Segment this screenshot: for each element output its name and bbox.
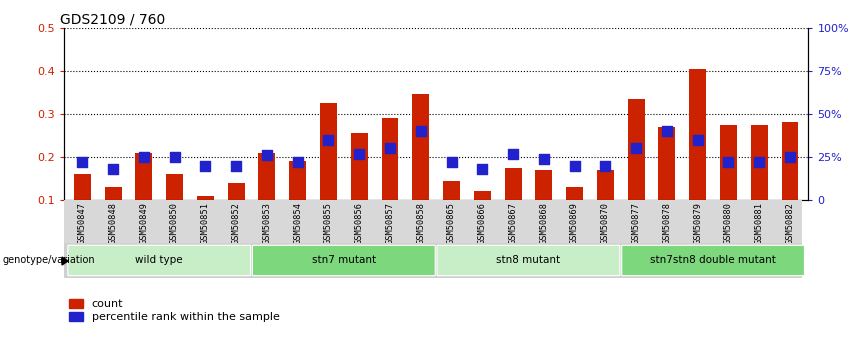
Bar [289, 161, 306, 200]
FancyBboxPatch shape [64, 200, 802, 243]
Text: stn7 mutant: stn7 mutant [311, 256, 376, 265]
Text: GSM50868: GSM50868 [540, 202, 548, 244]
Point [630, 146, 643, 151]
Point [476, 166, 489, 172]
Bar [720, 125, 737, 200]
Bar [474, 191, 491, 200]
Bar [659, 127, 676, 200]
Point [322, 137, 335, 142]
FancyBboxPatch shape [64, 243, 802, 278]
Text: GSM50849: GSM50849 [140, 202, 148, 244]
Point [168, 154, 181, 160]
Bar [259, 152, 276, 200]
Text: GSM50848: GSM50848 [109, 202, 117, 244]
Point [568, 163, 581, 168]
Text: GSM50850: GSM50850 [170, 202, 179, 244]
Text: GSM50853: GSM50853 [262, 202, 271, 244]
Point [76, 159, 89, 165]
Bar [105, 187, 122, 200]
Text: GSM50857: GSM50857 [386, 202, 395, 244]
Point [783, 154, 797, 160]
Text: GSM50851: GSM50851 [201, 202, 210, 244]
Bar [74, 174, 91, 200]
Bar [351, 133, 368, 200]
Text: GSM50880: GSM50880 [724, 202, 733, 244]
Text: GSM50869: GSM50869 [570, 202, 579, 244]
Text: GDS2109 / 760: GDS2109 / 760 [60, 12, 165, 27]
Text: GSM50877: GSM50877 [631, 202, 641, 244]
Text: GSM50856: GSM50856 [355, 202, 363, 244]
Text: GSM50882: GSM50882 [785, 202, 795, 244]
Text: GSM50865: GSM50865 [447, 202, 456, 244]
Text: GSM50854: GSM50854 [294, 202, 302, 244]
Text: GSM50866: GSM50866 [477, 202, 487, 244]
Point [414, 128, 427, 134]
Text: stn8 mutant: stn8 mutant [496, 256, 561, 265]
Text: genotype/variation: genotype/variation [3, 256, 95, 265]
Bar [166, 174, 183, 200]
Bar [412, 95, 429, 200]
Point [352, 151, 366, 156]
Text: wild type: wild type [135, 256, 183, 265]
Text: GSM50879: GSM50879 [694, 202, 702, 244]
Point [137, 154, 151, 160]
Bar [320, 103, 337, 200]
Point [691, 137, 705, 142]
Bar [597, 170, 614, 200]
Bar [751, 125, 768, 200]
Bar [689, 69, 706, 200]
Point [229, 163, 243, 168]
Polygon shape [62, 257, 68, 265]
Bar [135, 152, 152, 200]
Bar [535, 170, 552, 200]
Point [537, 156, 551, 161]
Point [506, 151, 520, 156]
FancyBboxPatch shape [437, 245, 620, 276]
Point [660, 128, 674, 134]
Text: GSM50867: GSM50867 [509, 202, 517, 244]
Bar [381, 118, 398, 200]
Bar [566, 187, 583, 200]
Bar [505, 168, 522, 200]
Point [752, 159, 766, 165]
Bar [781, 122, 798, 200]
Point [198, 163, 212, 168]
Bar [197, 196, 214, 200]
Point [383, 146, 397, 151]
Text: GSM50847: GSM50847 [77, 202, 87, 244]
Text: GSM50852: GSM50852 [231, 202, 241, 244]
Bar [228, 183, 244, 200]
Point [260, 152, 274, 158]
Point [106, 166, 120, 172]
FancyBboxPatch shape [253, 245, 435, 276]
Text: GSM50870: GSM50870 [601, 202, 610, 244]
Bar [443, 181, 460, 200]
Point [598, 163, 612, 168]
Bar [628, 99, 644, 200]
Point [722, 159, 735, 165]
Text: GSM50881: GSM50881 [755, 202, 763, 244]
FancyBboxPatch shape [68, 245, 250, 276]
Point [291, 159, 305, 165]
Text: stn7stn8 double mutant: stn7stn8 double mutant [650, 256, 776, 265]
FancyBboxPatch shape [622, 245, 804, 276]
Point [445, 159, 459, 165]
Legend: count, percentile rank within the sample: count, percentile rank within the sample [70, 299, 279, 323]
Text: GSM50858: GSM50858 [416, 202, 426, 244]
Text: GSM50855: GSM50855 [324, 202, 333, 244]
Text: GSM50878: GSM50878 [662, 202, 671, 244]
